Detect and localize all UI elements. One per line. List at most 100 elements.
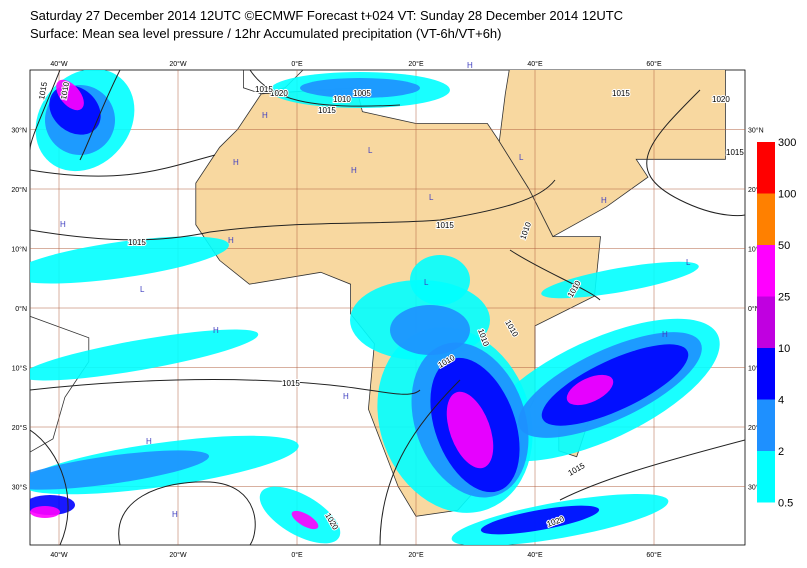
precipitation	[566, 374, 614, 406]
lat-label: 10°S	[12, 365, 28, 373]
lat-label: 30°S	[748, 484, 764, 492]
pressure-center: H	[146, 437, 152, 446]
lon-label: 0°E	[291, 551, 303, 559]
legend-swatch	[757, 296, 775, 348]
isobar	[559, 439, 745, 501]
precipitation	[30, 450, 210, 490]
legend-label: 0.5	[778, 498, 793, 510]
isobar-label: 1015	[37, 81, 49, 101]
isobar	[30, 379, 421, 395]
pressure-center: L	[429, 193, 434, 202]
pressure-center: H	[601, 196, 607, 205]
lon-label: 40°E	[527, 551, 543, 559]
lon-label: 20°W	[169, 551, 187, 559]
isobar	[30, 429, 69, 545]
title: Saturday 27 December 2014 12UTC ©ECMWF F…	[30, 8, 623, 23]
lat-label: 10°N	[748, 246, 764, 254]
isobar	[30, 179, 556, 241]
lat-label: 20°S	[748, 424, 764, 432]
pressure-center: H	[467, 61, 473, 70]
lat-label: 0°N	[748, 305, 760, 313]
pressure-center: H	[233, 158, 239, 167]
lon-label: 60°E	[646, 551, 662, 559]
isobar	[249, 70, 401, 107]
map	[30, 70, 745, 545]
isobar	[509, 249, 601, 301]
pressure-center: H	[343, 392, 349, 401]
isobar-label: 1005	[353, 89, 371, 98]
lon-label: 0°E	[291, 60, 303, 68]
lon-label: 40°W	[50, 60, 68, 68]
isobar	[118, 481, 256, 545]
land	[498, 70, 726, 238]
lat-label: 30°S	[12, 484, 28, 492]
pressure-center: H	[228, 236, 234, 245]
lat-label: 10°N	[11, 246, 27, 254]
legend-label: 300	[778, 137, 796, 149]
precipitation	[541, 261, 699, 299]
lat-label: 30°N	[748, 127, 764, 135]
precipitation	[300, 78, 420, 98]
lat-label: 20°N	[748, 186, 764, 194]
legend-swatch	[757, 142, 775, 194]
legend-label: 4	[778, 395, 784, 407]
lat-label: 30°N	[11, 127, 27, 135]
isobar-label: 1010	[59, 81, 71, 101]
legend-swatch	[757, 193, 775, 245]
isobar-label: 1015	[612, 89, 630, 98]
isobar-label: 1010	[333, 95, 351, 104]
coastline	[30, 315, 90, 453]
isobar	[30, 154, 216, 177]
lon-label: 20°E	[408, 60, 424, 68]
lon-label: 20°E	[408, 551, 424, 559]
isobar	[379, 379, 461, 545]
pressure-center: H	[262, 111, 268, 120]
pressure-center: H	[351, 166, 357, 175]
lon-label: 40°W	[50, 551, 68, 559]
precipitation	[30, 329, 259, 381]
precipitation	[30, 506, 60, 518]
legend-label: 2	[778, 446, 784, 458]
precipitation	[446, 391, 494, 469]
pressure-center: H	[213, 326, 219, 335]
legend-swatch	[757, 245, 775, 297]
precipitation	[390, 305, 470, 355]
precipitation	[541, 344, 689, 426]
legend-label: 10	[778, 343, 790, 355]
lon-label: 60°E	[646, 60, 662, 68]
lon-label: 20°W	[169, 60, 187, 68]
pressure-center: L	[424, 278, 429, 287]
precipitation	[480, 505, 600, 535]
isobar-label: 1015	[255, 85, 273, 94]
legend-swatch	[757, 451, 775, 503]
pressure-center: H	[172, 510, 178, 519]
legend-label: 25	[778, 292, 790, 304]
precipitation	[30, 236, 229, 284]
pressure-center: L	[140, 285, 145, 294]
lat-label: 20°S	[12, 424, 28, 432]
pressure-center: H	[60, 220, 66, 229]
precipitation	[410, 255, 470, 305]
isobar-label: 1015	[282, 379, 300, 388]
subtitle: Surface: Mean sea level pressure / 12hr …	[30, 26, 502, 41]
lat-label: 20°N	[11, 186, 27, 194]
lat-label: 0°N	[15, 305, 27, 313]
isobar	[30, 70, 61, 151]
isobar-label: 1020	[270, 89, 288, 98]
legend-swatch	[757, 348, 775, 400]
pressure-center: H	[662, 330, 668, 339]
isobar	[646, 89, 745, 217]
lon-label: 40°E	[527, 60, 543, 68]
legend-label: 50	[778, 240, 790, 252]
map-labels: 1015 1010 1020 1015 1010 1005 1015 1015 …	[36, 61, 745, 533]
isobar	[79, 70, 121, 161]
isobar-label: 1015	[436, 221, 454, 230]
legend-swatch	[757, 399, 775, 451]
pressure-center: L	[368, 146, 373, 155]
precipitation	[56, 79, 84, 111]
isobar-label: 1015	[318, 106, 336, 115]
pressure-center: L	[519, 153, 524, 162]
pressure-center: L	[686, 258, 691, 267]
legend-label: 100	[778, 189, 796, 201]
isobar-label: 1015	[128, 238, 146, 247]
